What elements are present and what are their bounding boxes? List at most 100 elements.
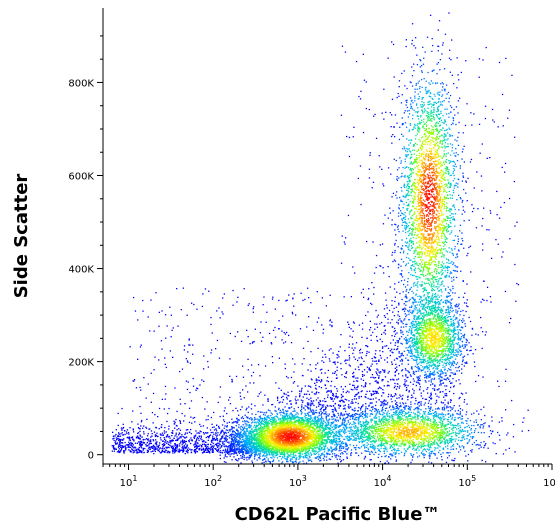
event-dot xyxy=(448,295,450,297)
event-dot xyxy=(419,236,421,238)
event-dot xyxy=(451,197,454,199)
event-dot xyxy=(438,327,440,329)
event-dot xyxy=(419,298,421,300)
event-dot xyxy=(443,359,445,361)
event-dot xyxy=(448,275,450,277)
event-dot xyxy=(340,461,342,463)
event-dot xyxy=(422,360,424,363)
event-dot xyxy=(429,210,431,213)
event-dot xyxy=(449,128,451,131)
event-dot xyxy=(445,161,447,163)
event-dot xyxy=(272,430,274,432)
event-dot xyxy=(421,106,423,108)
event-dot xyxy=(453,169,456,171)
event-dot xyxy=(447,338,450,340)
event-dot xyxy=(386,313,388,315)
event-dot xyxy=(419,59,421,61)
event-dot xyxy=(420,116,422,118)
event-dot xyxy=(418,338,420,340)
event-dot xyxy=(441,104,444,106)
event-dot xyxy=(435,139,437,142)
event-dot xyxy=(426,182,429,184)
event-dot xyxy=(444,267,446,269)
event-dot xyxy=(273,449,275,451)
event-dot xyxy=(424,323,426,325)
event-dot xyxy=(406,314,408,316)
event-dot xyxy=(411,234,414,236)
event-dot xyxy=(424,248,426,250)
event-dot xyxy=(437,313,439,315)
event-dot xyxy=(409,163,411,165)
event-dot xyxy=(476,171,478,173)
event-dot xyxy=(408,148,410,150)
event-dot xyxy=(424,226,427,228)
event-dot xyxy=(415,217,417,219)
event-dot xyxy=(413,70,415,72)
event-dot xyxy=(449,341,451,343)
event-dot xyxy=(444,218,446,220)
event-dot xyxy=(434,173,436,175)
event-dot xyxy=(434,227,436,229)
event-dot xyxy=(401,133,403,135)
event-dot xyxy=(405,347,407,349)
event-dot xyxy=(435,273,438,275)
event-dot xyxy=(428,95,431,98)
event-dot xyxy=(443,345,445,347)
event-dot xyxy=(421,104,424,106)
event-dot xyxy=(421,320,423,322)
event-dot xyxy=(415,384,417,387)
event-dot xyxy=(436,73,438,75)
event-dot xyxy=(415,189,418,191)
event-dot xyxy=(416,323,419,325)
event-dot xyxy=(428,155,430,157)
event-dot xyxy=(423,57,425,59)
event-dot xyxy=(430,332,432,334)
event-dot xyxy=(431,201,433,204)
event-dot xyxy=(444,168,446,170)
event-dot xyxy=(320,434,322,436)
event-dot xyxy=(304,448,306,450)
event-dot xyxy=(424,244,426,246)
event-dot xyxy=(422,346,424,348)
event-dot xyxy=(270,439,272,441)
event-dot xyxy=(416,304,418,306)
event-dot xyxy=(427,181,429,184)
event-dot xyxy=(450,184,452,186)
event-dot xyxy=(319,425,321,428)
event-dot xyxy=(437,172,439,174)
event-dot xyxy=(448,335,450,337)
event-dot xyxy=(417,343,419,345)
event-dot xyxy=(451,194,453,197)
event-dot xyxy=(405,196,407,198)
event-dot xyxy=(441,317,444,319)
event-dot xyxy=(447,152,449,154)
event-dot xyxy=(439,141,441,143)
event-dot xyxy=(250,408,253,410)
event-dot xyxy=(436,333,438,335)
event-dot xyxy=(429,233,431,235)
event-dot xyxy=(431,50,433,52)
event-dot xyxy=(421,97,423,99)
event-dot xyxy=(454,139,456,141)
event-dot xyxy=(422,125,424,127)
event-dot xyxy=(428,246,430,248)
event-dot xyxy=(426,329,429,331)
event-dot xyxy=(435,113,437,116)
event-dot xyxy=(405,263,408,265)
event-dot xyxy=(422,105,424,107)
event-dot xyxy=(447,286,449,288)
event-dot xyxy=(430,139,432,141)
event-dot xyxy=(436,135,438,137)
event-dot xyxy=(411,353,413,355)
event-dot xyxy=(231,422,233,424)
event-dot xyxy=(457,74,459,76)
event-dot xyxy=(428,169,430,171)
event-dot xyxy=(454,351,456,354)
event-dot xyxy=(434,154,437,156)
event-dot xyxy=(455,306,457,308)
event-dot xyxy=(428,328,431,330)
event-dot xyxy=(298,462,300,464)
event-dot xyxy=(446,231,448,233)
event-dot xyxy=(413,318,415,320)
event-dot xyxy=(437,196,439,198)
